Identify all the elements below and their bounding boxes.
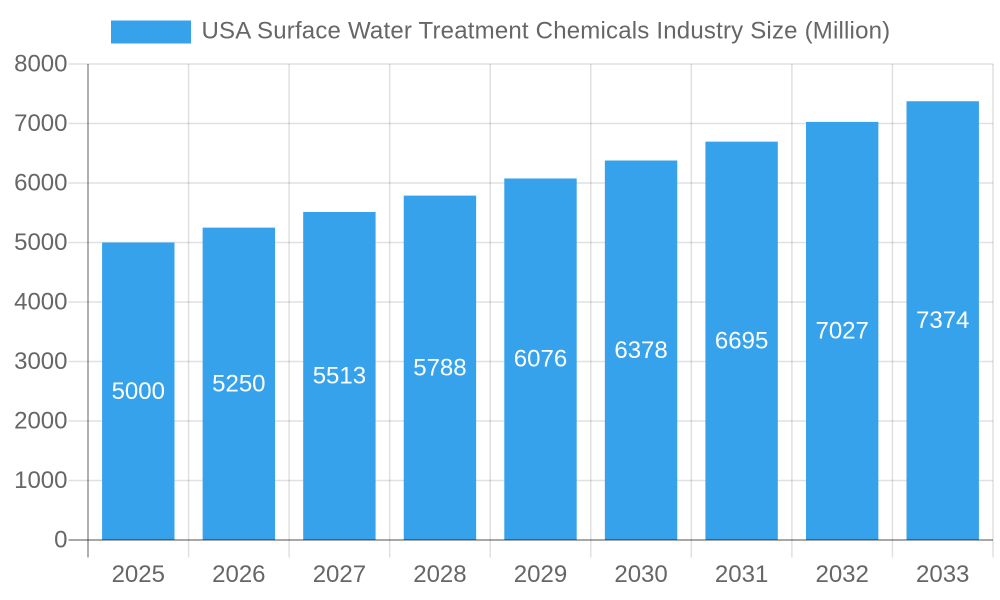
svg-text:5000: 5000: [14, 229, 67, 256]
svg-text:6695: 6695: [715, 327, 768, 354]
svg-text:1000: 1000: [14, 467, 67, 494]
svg-text:0: 0: [54, 527, 67, 554]
svg-text:2027: 2027: [313, 561, 366, 588]
svg-text:7374: 7374: [916, 307, 969, 334]
svg-text:2032: 2032: [815, 561, 868, 588]
svg-text:2028: 2028: [413, 561, 466, 588]
svg-text:7000: 7000: [14, 110, 67, 137]
svg-text:4000: 4000: [14, 289, 67, 316]
svg-text:5250: 5250: [212, 370, 265, 397]
svg-text:5000: 5000: [112, 378, 165, 405]
svg-text:2000: 2000: [14, 408, 67, 435]
svg-text:3000: 3000: [14, 348, 67, 375]
svg-text:6000: 6000: [14, 170, 67, 197]
svg-text:USA Surface Water Treatment Ch: USA Surface Water Treatment Chemicals In…: [202, 18, 891, 45]
svg-text:7027: 7027: [815, 317, 868, 344]
svg-text:2026: 2026: [212, 561, 265, 588]
svg-text:6378: 6378: [614, 337, 667, 364]
svg-text:5513: 5513: [313, 362, 366, 389]
svg-text:5788: 5788: [413, 354, 466, 381]
svg-text:2031: 2031: [715, 561, 768, 588]
svg-text:2025: 2025: [112, 561, 165, 588]
svg-text:2030: 2030: [614, 561, 667, 588]
svg-text:8000: 8000: [14, 51, 67, 78]
svg-text:2029: 2029: [514, 561, 567, 588]
svg-text:2033: 2033: [916, 561, 969, 588]
svg-text:6076: 6076: [514, 346, 567, 373]
